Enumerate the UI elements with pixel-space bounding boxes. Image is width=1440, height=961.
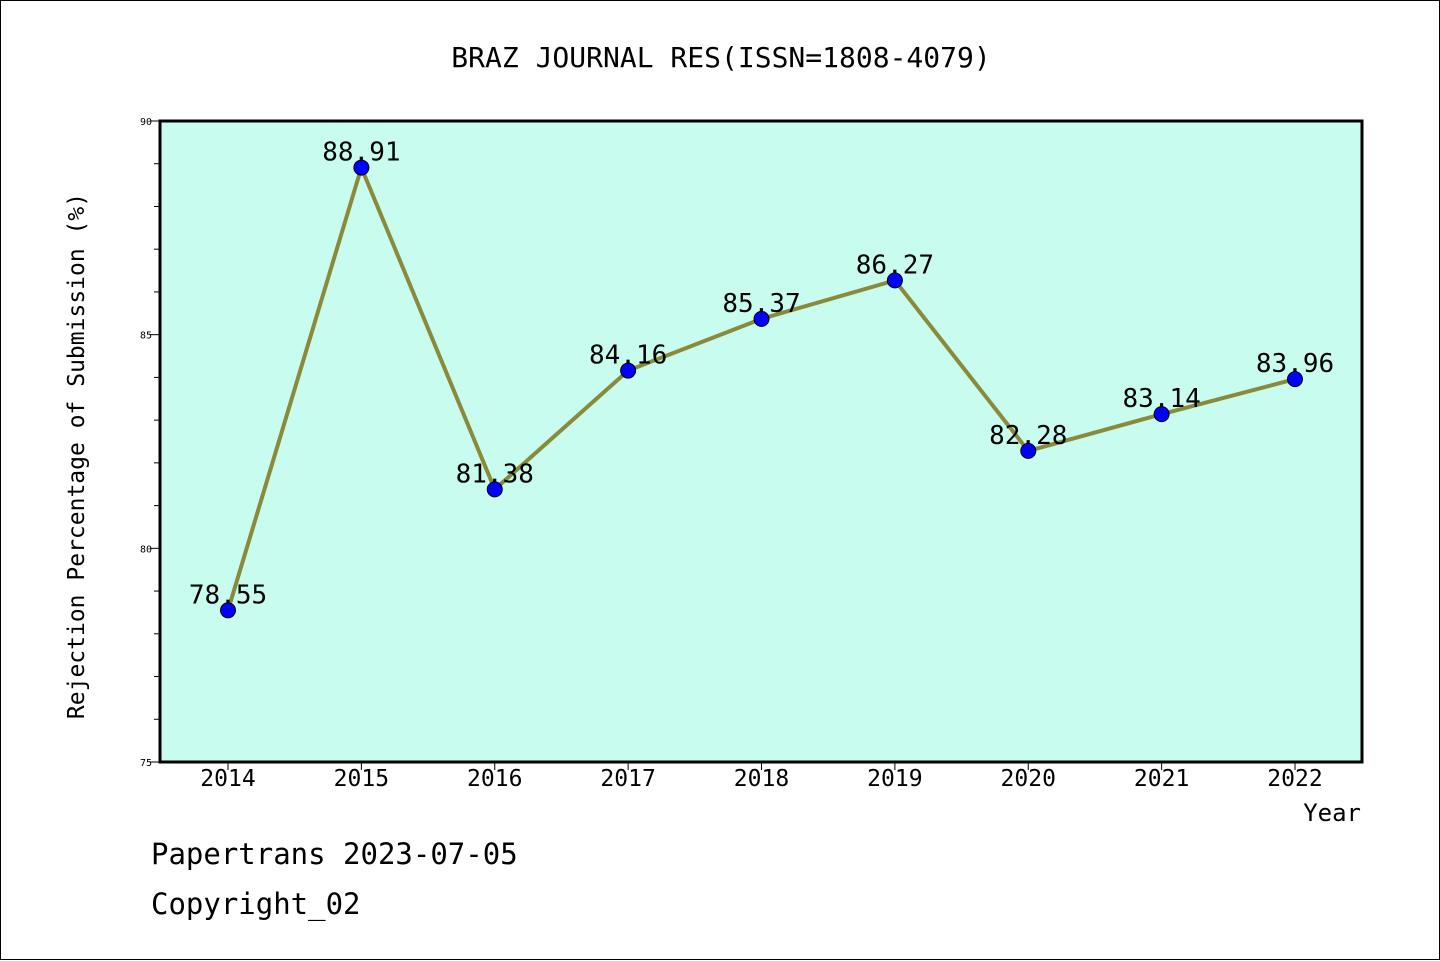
- data-points: [220, 159, 1303, 619]
- x-tick-label: 2021: [1134, 766, 1189, 792]
- data-point: [220, 602, 236, 619]
- data-label: 84.16: [589, 341, 667, 371]
- data-point: [753, 310, 770, 327]
- data-point: [1020, 442, 1037, 459]
- footer-copyright: Copyright_02: [151, 887, 361, 921]
- data-point: [353, 159, 370, 176]
- x-axis-label: Year: [1303, 799, 1361, 827]
- data-label: 86.27: [856, 250, 934, 280]
- plot-area: [158, 119, 1364, 764]
- x-tick-label: 2020: [1001, 766, 1056, 792]
- x-tick-label: 2015: [334, 766, 389, 792]
- data-point: [886, 272, 903, 289]
- y-tick-label: 75: [140, 758, 152, 769]
- x-axis: 2014 2015 2016 2017 2018 2019 2020 2021 2022: [200, 762, 1323, 792]
- data-point: [1287, 371, 1303, 388]
- footer-date: Papertrans 2023-07-05: [151, 837, 518, 871]
- data-label: 83.96: [1256, 349, 1334, 379]
- data-point: [486, 481, 503, 498]
- data-labels: 78.55 88.91 81.38 84.16 85.37 86.27 82.28 83.14…: [189, 138, 1334, 611]
- y-tick-label: 85: [140, 331, 152, 342]
- data-label: 83.14: [1122, 384, 1200, 414]
- data-label: 85.37: [722, 289, 800, 319]
- y-tick-label: 80: [140, 544, 152, 555]
- data-label: 82.28: [989, 421, 1067, 451]
- data-label: 81.38: [456, 459, 534, 489]
- data-point: [1153, 406, 1170, 423]
- y-axis: 75 80 85 90: [140, 117, 160, 769]
- data-label: 78.55: [189, 580, 267, 610]
- chart-title: BRAZ JOURNAL RES(ISSN=1808-4079): [451, 41, 990, 74]
- x-tick-label: 2019: [867, 766, 922, 792]
- x-tick-label: 2014: [200, 766, 255, 792]
- data-point: [620, 362, 637, 379]
- x-tick-label: 2017: [600, 766, 655, 792]
- y-tick-label: 90: [140, 117, 152, 128]
- x-tick-label: 2016: [467, 766, 522, 792]
- x-tick-label: 2018: [734, 766, 789, 792]
- data-label: 88.91: [322, 138, 400, 168]
- x-tick-label: 2022: [1267, 766, 1322, 792]
- y-axis-label: Rejection Percentage of Submission (%): [64, 193, 90, 719]
